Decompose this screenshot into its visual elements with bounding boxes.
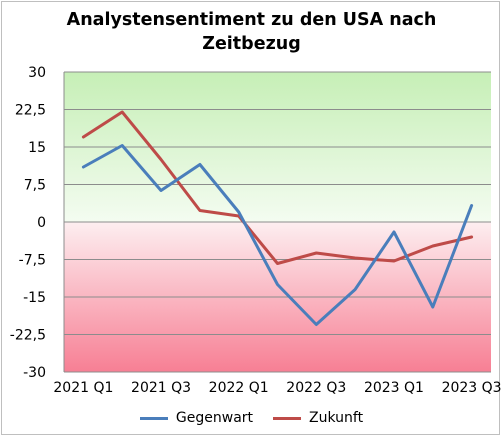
- y-tick-label: -22,5: [10, 328, 46, 344]
- legend-label-gegenwart: Gegenwart: [175, 410, 254, 426]
- legend: Gegenwart Zukunft: [0, 410, 503, 426]
- x-tick-label: 2022 Q3: [286, 380, 346, 396]
- y-tick-label: 30: [28, 65, 46, 81]
- x-tick-label: 2023 Q3: [442, 380, 502, 396]
- x-tick-label: 2021 Q1: [53, 380, 113, 396]
- y-tick-label: 7,5: [24, 178, 46, 194]
- x-tick-label: 2023 Q1: [364, 380, 424, 396]
- x-tick-label: 2022 Q1: [209, 380, 269, 396]
- chart-title-line-2: Zeitbezug: [202, 34, 301, 54]
- legend-swatch-gegenwart: [139, 416, 168, 420]
- y-tick-label: -15: [23, 290, 46, 306]
- y-tick-label: 22,5: [15, 103, 46, 119]
- legend-swatch-zukunft: [273, 416, 302, 420]
- chart-title: Analystensentiment zu den USA nach Zeitb…: [0, 8, 503, 56]
- y-tick-label: 0: [37, 215, 46, 231]
- y-tick-label: -7,5: [19, 253, 46, 269]
- y-tick-label: 15: [28, 140, 46, 156]
- y-tick-label: -30: [23, 365, 46, 381]
- legend-label-zukunft: Zukunft: [309, 410, 364, 426]
- legend-item-zukunft: Zukunft: [273, 410, 363, 426]
- legend-item-gegenwart: Gegenwart: [139, 410, 254, 426]
- x-tick-label: 2021 Q3: [131, 380, 191, 396]
- chart-title-line-1: Analystensentiment zu den USA nach: [66, 10, 437, 30]
